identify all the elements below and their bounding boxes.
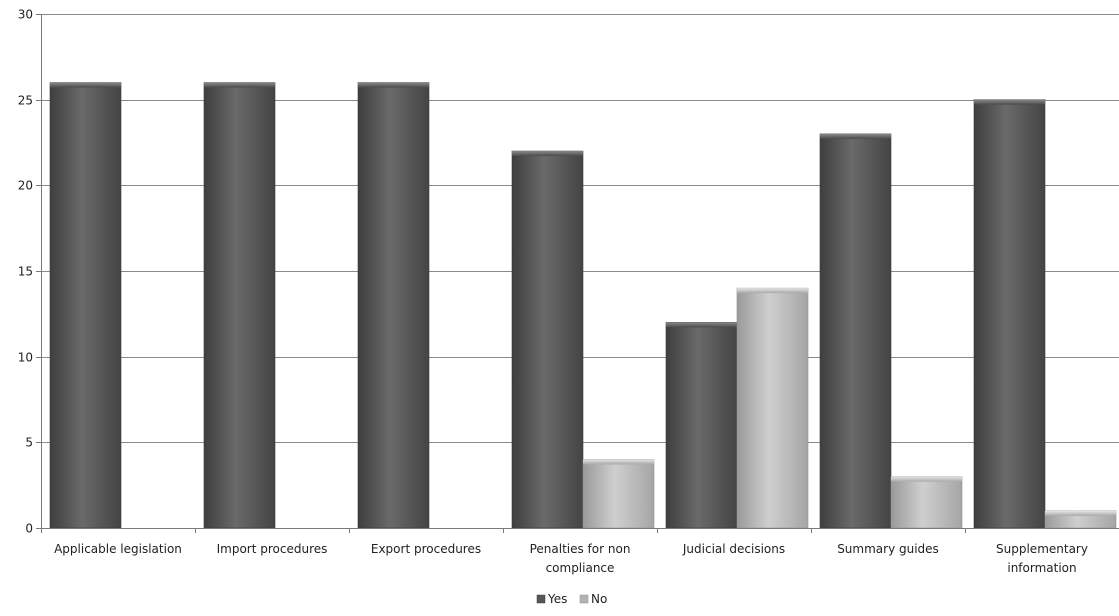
x-tick-label: Judicial decisions — [682, 542, 785, 556]
x-tick-label: Penalties for non — [530, 542, 631, 556]
bar-yes — [203, 82, 276, 529]
bar-no-cap — [583, 459, 654, 465]
bar-yes — [357, 82, 430, 529]
legend-label-yes: Yes — [547, 592, 567, 606]
y-tick-label: 15 — [18, 265, 33, 279]
y-tick-label: 30 — [18, 8, 33, 22]
bar-yes-cap — [50, 82, 121, 88]
axis-layer: 0 5 10 15 20 25 30 Applicable legislation Import… — [18, 8, 1119, 575]
bar-yes-cap — [512, 151, 583, 157]
bar-yes — [665, 322, 738, 529]
bar-no-cap — [1045, 510, 1116, 516]
bar-yes — [49, 82, 122, 529]
bar-no — [890, 476, 963, 529]
bar-yes — [511, 150, 584, 529]
bar-no — [736, 287, 809, 529]
bar-yes-cap — [666, 322, 737, 328]
legend-swatch-yes — [536, 594, 546, 604]
bar-yes-cap — [358, 82, 429, 88]
bar-yes-cap — [820, 133, 891, 139]
x-tick-label: Applicable legislation — [54, 542, 182, 556]
bar-yes — [973, 99, 1046, 529]
bars-layer — [49, 82, 1117, 529]
bar-yes-cap — [204, 82, 275, 88]
y-tick-label: 10 — [18, 351, 33, 365]
bar-no — [582, 459, 655, 529]
x-tick-label: Summary guides — [837, 542, 939, 556]
bar-yes — [819, 133, 892, 529]
x-tick-label: Supplementary — [996, 542, 1088, 556]
legend-swatch-no — [579, 594, 589, 604]
y-tick-label: 25 — [18, 94, 33, 108]
x-tick-label: Export procedures — [371, 542, 481, 556]
bar-yes-cap — [974, 99, 1045, 105]
y-tick-label: 5 — [25, 436, 33, 450]
y-tick-label: 20 — [18, 179, 33, 193]
x-tick-label: Import procedures — [217, 542, 328, 556]
legend-label-no: No — [591, 592, 607, 606]
x-tick-label: compliance — [546, 561, 615, 575]
bar-no-cap — [891, 476, 962, 482]
bar-no-cap — [737, 288, 808, 294]
x-tick-label: information — [1007, 561, 1076, 575]
legend: Yes No — [536, 592, 607, 606]
y-tick-label: 0 — [25, 522, 33, 536]
